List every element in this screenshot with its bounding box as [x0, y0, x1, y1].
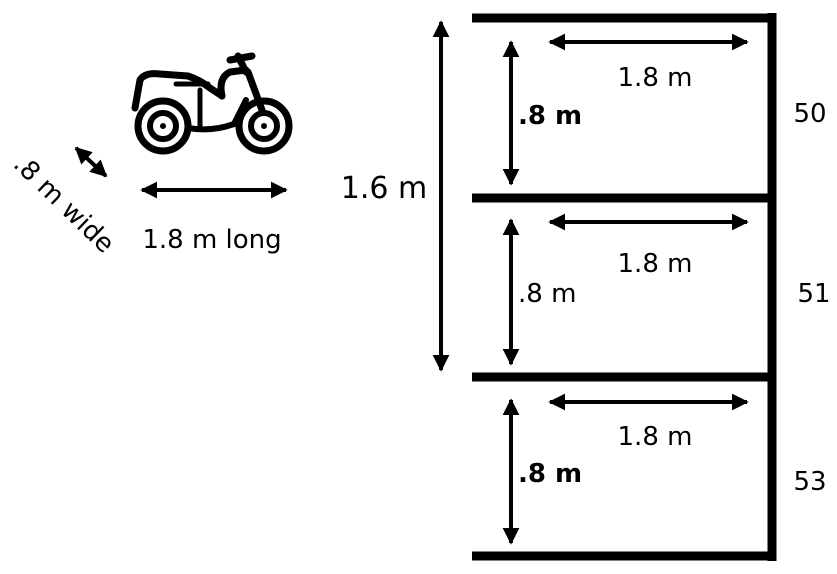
space-length-label: 1.8 m [618, 422, 693, 452]
motorcycle-icon [131, 52, 293, 155]
space-number: 50 [793, 99, 826, 129]
space-width-label: .8 m [518, 279, 576, 309]
motorcycle-width-label: .8 m wide [7, 149, 120, 259]
total-height-label: 1.6 m [341, 171, 427, 206]
space-length-label: 1.8 m [618, 63, 693, 93]
parking-space-51: 1.8 m .8 m 51 [502, 213, 831, 366]
motorcycle-width-arrow [74, 146, 108, 178]
space-width-label: .8 m [518, 459, 582, 489]
space-number: 53 [793, 467, 826, 497]
parking-lines [472, 13, 777, 561]
space-width-label: .8 m [518, 101, 582, 131]
parking-space-53: 1.8 m .8 m 53 [502, 393, 827, 545]
parking-space-50: 1.8 m .8 m 50 [502, 33, 827, 186]
space-length-label: 1.8 m [618, 249, 693, 279]
motorcycle-length-label: 1.8 m long [142, 225, 281, 255]
space-number: 51 [797, 279, 830, 309]
